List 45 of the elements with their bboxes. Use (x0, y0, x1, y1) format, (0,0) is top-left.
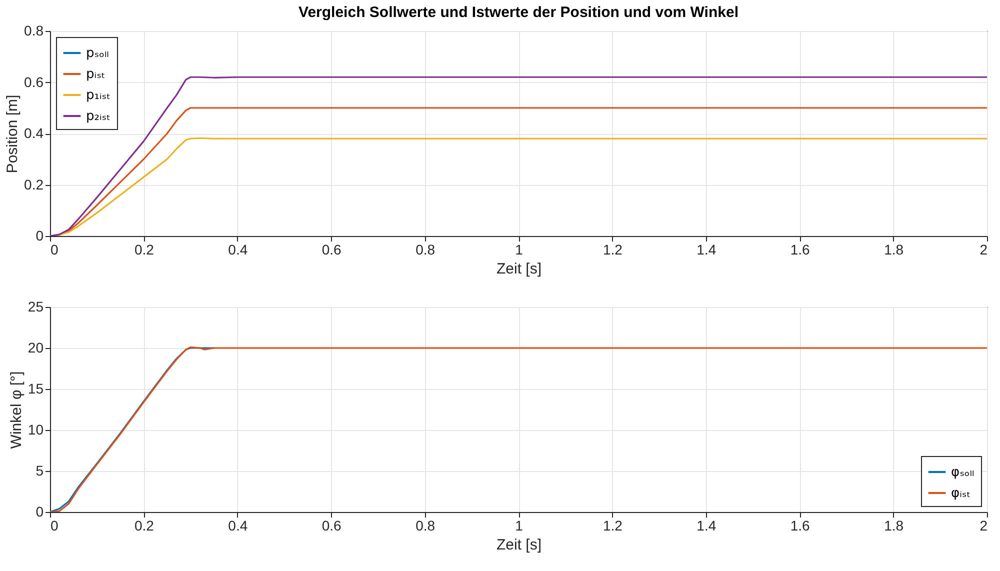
legend-label: p₂ᵢₛₜ (86, 109, 111, 124)
x-tick-label: 1 (515, 242, 524, 258)
x-tick-label: 0.8 (416, 518, 436, 534)
x-tick-label: 0 (50, 518, 58, 534)
y-tick-label: 0.2 (24, 176, 44, 192)
x-tick-label: 1.2 (602, 518, 623, 534)
x-tick-label: 1.6 (790, 518, 810, 534)
x-tick-label: 0.8 (416, 242, 436, 258)
legend-label: p₁ᵢₛₜ (86, 88, 111, 103)
x-tick-label: 1.6 (790, 242, 810, 258)
x-tick-label: 2 (980, 242, 988, 258)
y-tick-label: 0 (36, 504, 44, 520)
y-tick-label: 10 (28, 422, 44, 438)
y-tick-label: 0.4 (24, 125, 44, 141)
x-tick-label: 0.2 (134, 242, 154, 258)
y-tick-label: 0 (36, 228, 44, 244)
y-tick-label: 5 (36, 462, 44, 478)
chart-title: Vergleich Sollwerte und Istwerte der Position und vom Winkel (298, 4, 738, 21)
x-tick-label: 0.2 (134, 518, 154, 534)
y-tick-label: 20 (28, 340, 44, 356)
y-tick-label: 25 (28, 298, 44, 314)
legend-label: pᵢₛₜ (86, 67, 106, 82)
y-tick-label: 0.6 (24, 74, 44, 90)
x-axis-title: Zeit [s] (496, 536, 542, 554)
x-tick-label: 0.4 (228, 242, 248, 258)
y-tick-label: 0.8 (24, 22, 44, 38)
x-tick-label: 1 (515, 518, 524, 534)
y-axis-title: Winkel φ [°] (8, 371, 25, 449)
line-series (50, 347, 215, 512)
x-tick-label: 0.6 (322, 518, 342, 534)
x-tick-label: 0 (50, 242, 58, 258)
y-tick-label: 15 (28, 380, 44, 396)
x-tick-label: 2 (980, 518, 988, 534)
x-tick-label: 1.8 (884, 518, 904, 534)
y-axis-title: Position [m] (4, 94, 22, 174)
legend-label: φᵢₛₜ (951, 486, 971, 501)
x-tick-label: 1.4 (696, 242, 716, 258)
x-tick-label: 0.4 (228, 518, 248, 534)
x-axis-title: Zeit [s] (496, 260, 542, 278)
legend-label: φₛₒₗₗ (951, 465, 974, 480)
x-tick-label: 1.2 (602, 242, 623, 258)
x-tick-label: 1.4 (696, 518, 716, 534)
x-tick-label: 1.8 (884, 242, 904, 258)
x-tick-label: 0.6 (322, 242, 342, 258)
legend-label: pₛₒₗₗ (86, 46, 109, 61)
